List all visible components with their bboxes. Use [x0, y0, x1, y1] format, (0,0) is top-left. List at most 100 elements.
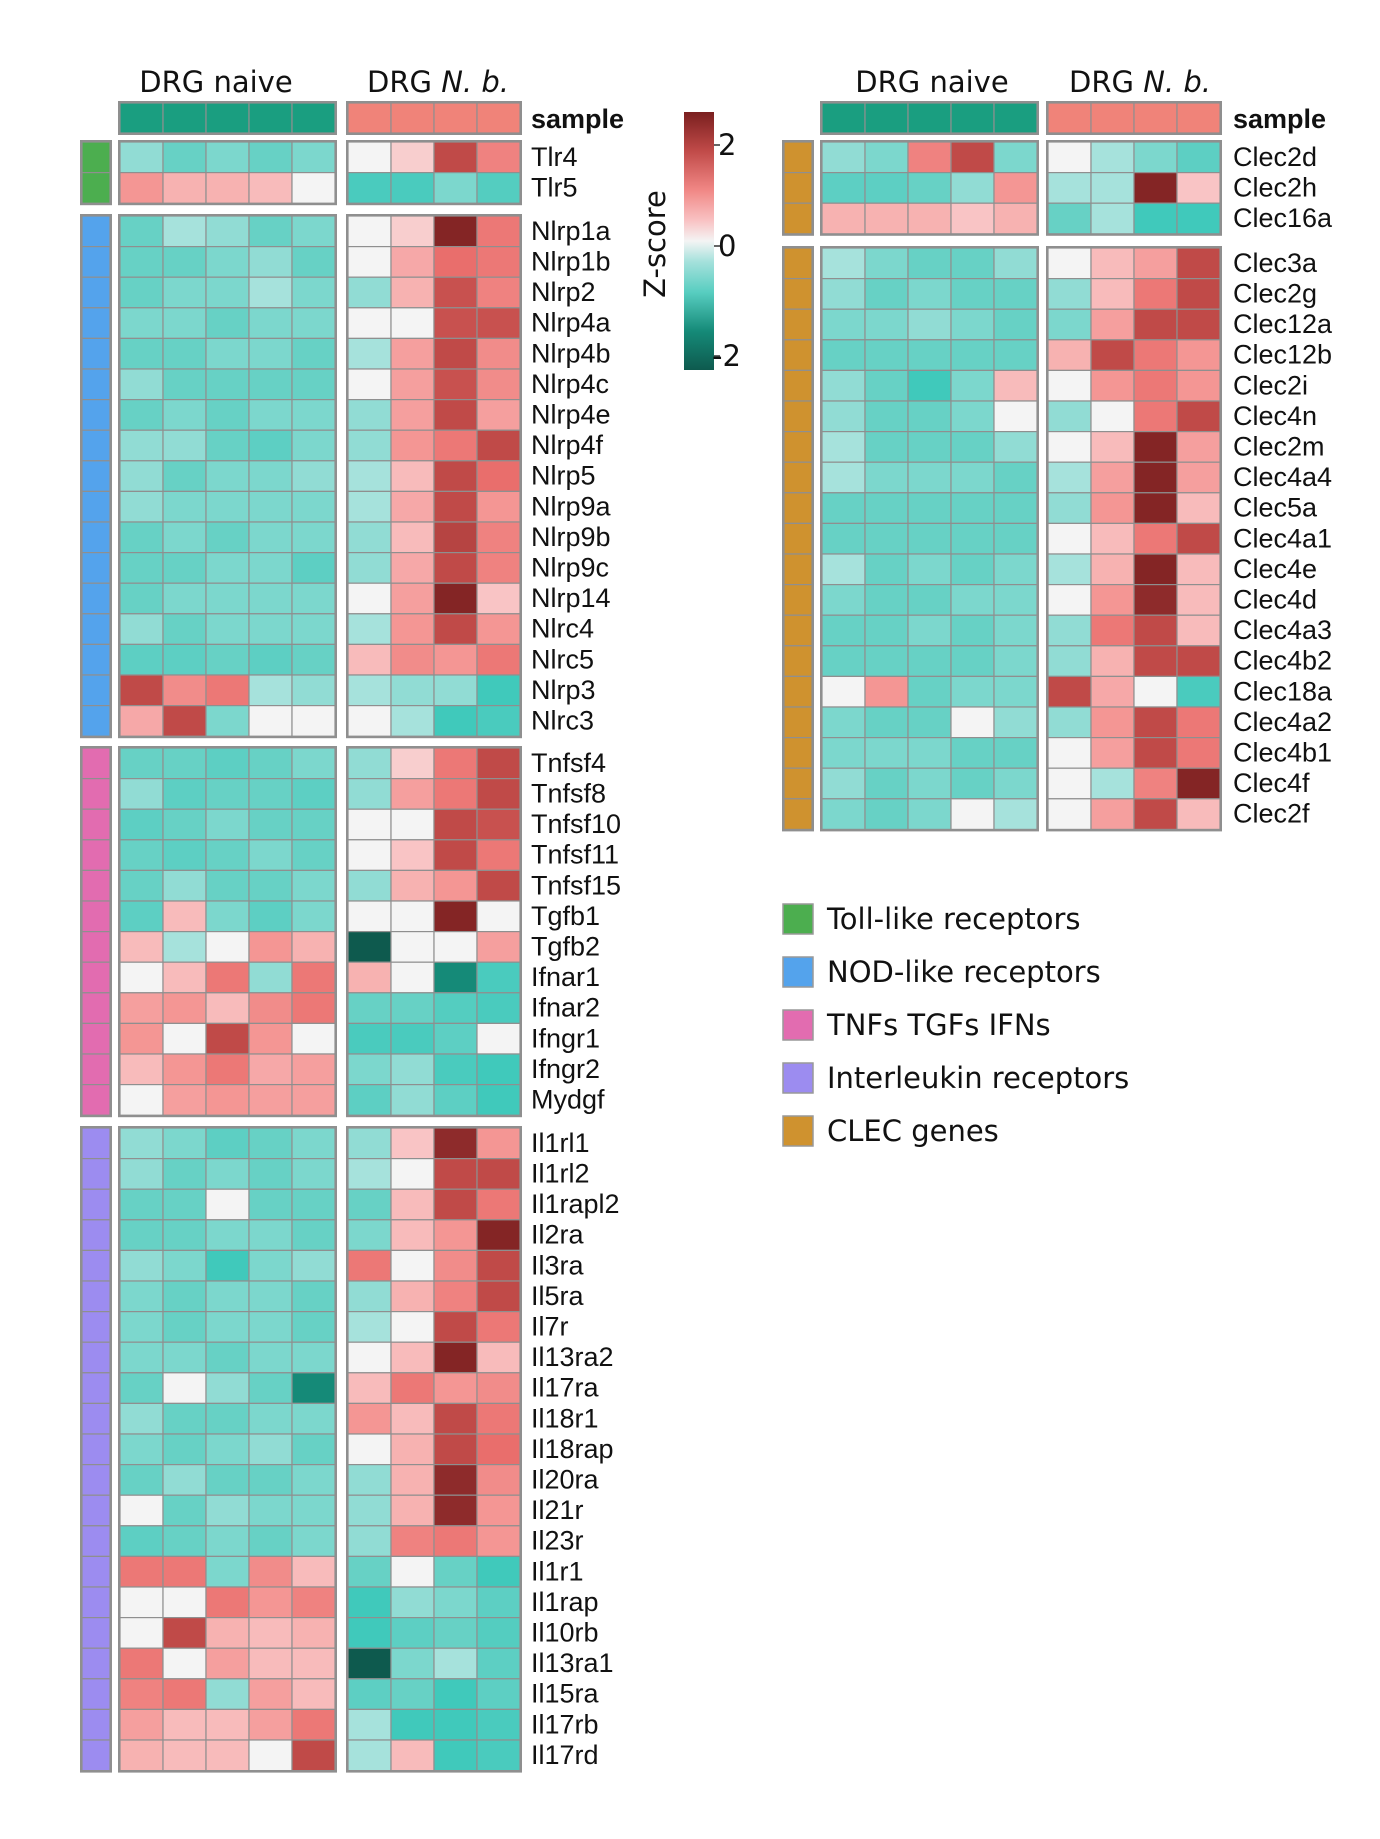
heatmap-cell [1047, 141, 1092, 174]
row-label-nlrc3: Nlrc3 [531, 705, 594, 735]
heatmap-cell [162, 399, 207, 431]
heatmap-cell [347, 839, 392, 871]
heatmap-cell [162, 551, 207, 584]
heatmap-cell [291, 1494, 336, 1527]
heatmap-cell [347, 1127, 392, 1160]
category-cell [81, 1678, 111, 1711]
heatmap-cell [476, 1433, 521, 1466]
heatmap-cell [1176, 247, 1221, 280]
heatmap-cell [162, 141, 207, 174]
heatmap-cell [390, 429, 435, 462]
heatmap-cell [864, 645, 909, 677]
heatmap-cell [205, 1433, 250, 1466]
heatmap-cell [119, 808, 164, 841]
row-label-clec2f: Clec2f [1233, 799, 1310, 829]
heatmap-cell [119, 1647, 164, 1680]
heatmap-cell [476, 961, 521, 994]
row-label-clec18a: Clec18a [1233, 676, 1333, 706]
category-cell [783, 339, 813, 371]
heatmap-cell [1176, 278, 1221, 310]
heatmap-cell [476, 551, 521, 584]
heatmap-cell [476, 643, 521, 676]
heatmap-cell [248, 276, 293, 309]
heatmap-cell [390, 490, 435, 523]
heatmap-cell [390, 1555, 435, 1588]
category-cell [81, 215, 111, 248]
row-label-nlrc4: Nlrc4 [531, 614, 594, 644]
heatmap-cell [347, 1525, 392, 1558]
heatmap-cell [162, 992, 207, 1024]
heatmap-cell [1047, 461, 1092, 494]
heatmap-cell [248, 704, 293, 737]
sample-bar-nb-left [476, 102, 521, 134]
heatmap-cell [993, 278, 1038, 310]
heatmap-cell [291, 1433, 336, 1466]
heatmap-cell [433, 808, 478, 841]
heatmap-cell [476, 777, 521, 810]
heatmap-cell [821, 247, 866, 280]
heatmap-cell [248, 1083, 293, 1116]
block-frame-naive [820, 140, 1039, 236]
heatmap-cell [291, 399, 336, 431]
heatmap-cell [248, 1433, 293, 1466]
heatmap-cell [291, 643, 336, 676]
heatmap-cell [1176, 461, 1221, 494]
heatmap-cell [390, 900, 435, 933]
category-frame [80, 746, 112, 1118]
heatmap-cell [1176, 706, 1221, 739]
heatmap-cell [347, 246, 392, 278]
heatmap-cell [864, 706, 909, 739]
heatmap-cell [248, 643, 293, 676]
row-label-nlrc5: Nlrc5 [531, 644, 594, 674]
heatmap-cell [248, 747, 293, 780]
row-label-nlrp4a: Nlrp4a [531, 308, 612, 338]
heatmap-cell [119, 1616, 164, 1649]
heatmap-cell [248, 551, 293, 584]
heatmap-cell [476, 1188, 521, 1221]
heatmap-cell [347, 172, 392, 204]
category-cell [81, 460, 111, 492]
heatmap-cell [433, 215, 478, 248]
category-cell [81, 246, 111, 278]
heatmap-cell [248, 1219, 293, 1252]
heatmap-cell [476, 490, 521, 523]
row-label-ifnar1: Ifnar1 [531, 962, 600, 992]
heatmap-cell [1047, 675, 1092, 708]
heatmap-cell [119, 1708, 164, 1741]
sample-bar-naive-left [119, 102, 164, 134]
heatmap-cell [162, 582, 207, 615]
category-cell [81, 613, 111, 645]
heatmap-cell [162, 1463, 207, 1496]
row-label-mydgf: Mydgf [531, 1084, 605, 1114]
category-cell [81, 172, 111, 204]
heatmap-cell [119, 460, 164, 492]
heatmap-cell [347, 1708, 392, 1741]
heatmap-cell [119, 172, 164, 204]
heatmap-cell [347, 399, 392, 431]
heatmap-cell [907, 278, 952, 310]
heatmap-cell [291, 521, 336, 554]
heatmap-cell [205, 1708, 250, 1741]
sample-bar-nb-right [1047, 102, 1092, 134]
heatmap-cell [119, 141, 164, 174]
heatmap-cell [821, 202, 866, 235]
heatmap-cell [248, 490, 293, 523]
category-cell [81, 777, 111, 810]
heatmap-cell [1090, 706, 1135, 739]
heatmap-cell [248, 1249, 293, 1282]
heatmap-cell [433, 1525, 478, 1558]
heatmap-cell [1176, 141, 1221, 174]
left-group-header-nb: DRG N. b. [367, 65, 509, 99]
category-cell [81, 704, 111, 737]
heatmap-cell [433, 1433, 478, 1466]
heatmap-cell [291, 1157, 336, 1190]
category-cell [81, 1083, 111, 1116]
heatmap-cell [1090, 522, 1135, 555]
heatmap-cell [864, 339, 909, 371]
heatmap-cell [821, 583, 866, 616]
heatmap-cell [347, 490, 392, 523]
heatmap-cell [476, 869, 521, 902]
legend-label-tnf: TNFs TGFs IFNs [826, 1008, 1051, 1042]
heatmap-cell [347, 992, 392, 1024]
sample-bar-nb-left [433, 102, 478, 134]
